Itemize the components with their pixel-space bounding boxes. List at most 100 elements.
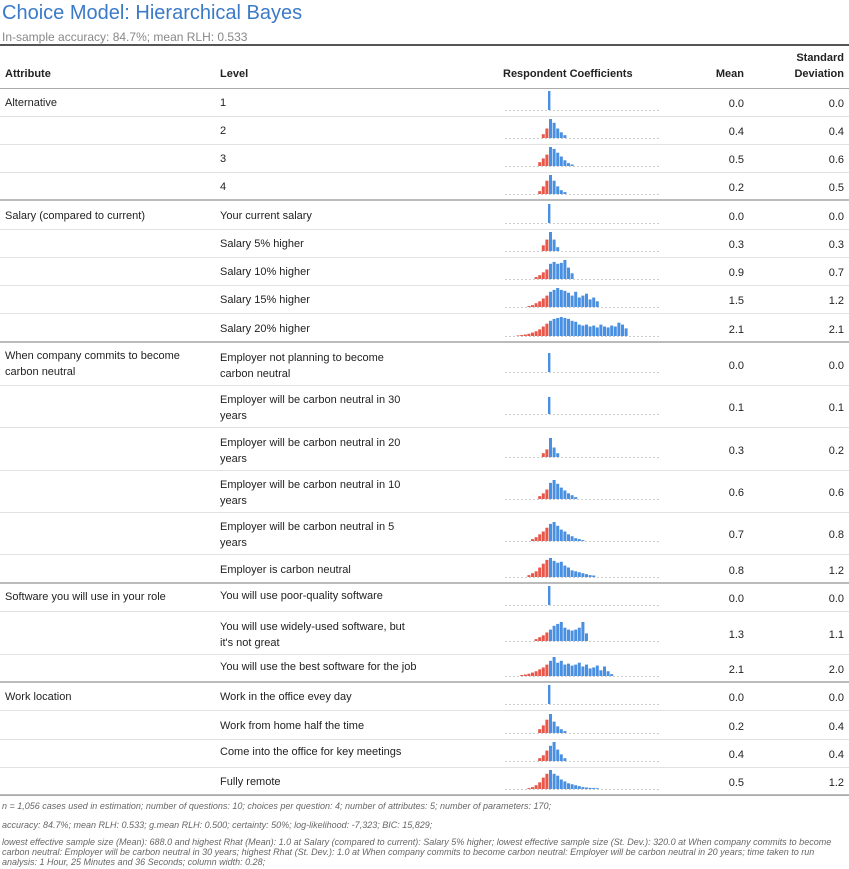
histogram-bar-positive bbox=[549, 714, 552, 733]
sd-cell: 0.7 bbox=[828, 267, 844, 279]
histogram-bar-positive bbox=[599, 324, 603, 336]
histogram-bar-positive bbox=[585, 574, 588, 577]
sd-cell: 0.0 bbox=[828, 211, 844, 223]
histogram-bar-negative bbox=[538, 329, 542, 336]
table-row: You will use the best software for the j… bbox=[0, 655, 849, 683]
histogram-bar-positive bbox=[595, 301, 599, 307]
histogram-bar-negative bbox=[534, 277, 538, 279]
row-separator bbox=[0, 172, 849, 173]
mean-cell: 0.3 bbox=[728, 445, 744, 457]
histogram-bar-positive bbox=[559, 487, 563, 499]
histogram-bar-negative bbox=[527, 333, 531, 336]
histogram-bar-positive bbox=[552, 239, 556, 251]
sd-cell: 0.6 bbox=[828, 487, 844, 499]
histogram-bar-positive bbox=[563, 531, 567, 541]
table-row: Employer will be carbon neutral in 30 ye… bbox=[0, 386, 849, 428]
histogram-bar-negative bbox=[545, 269, 549, 279]
histogram-bar-positive bbox=[556, 749, 560, 761]
row-separator bbox=[0, 341, 849, 343]
attribute-cell: Alternative bbox=[5, 97, 57, 109]
mean-cell: 0.1 bbox=[728, 402, 744, 414]
sd-cell: 0.0 bbox=[828, 692, 844, 704]
histogram-bar-negative bbox=[534, 303, 538, 307]
histogram-bar-positive bbox=[577, 572, 581, 577]
histogram-bar-positive bbox=[570, 495, 574, 499]
histogram-bar-positive bbox=[610, 674, 614, 676]
level-cell: Employer not planning to become carbon n… bbox=[220, 352, 384, 380]
histogram-bar-negative bbox=[545, 489, 549, 499]
histogram-bar-positive bbox=[563, 192, 567, 194]
row-separator bbox=[0, 582, 849, 584]
histogram-bar-positive bbox=[552, 773, 556, 789]
level-cell: Employer will be carbon neutral in 30 ye… bbox=[220, 394, 401, 422]
coefficient-histogram bbox=[505, 91, 661, 111]
histogram-bar-positive bbox=[552, 657, 556, 676]
histogram-bar-negative bbox=[538, 191, 542, 194]
histogram-bar-positive bbox=[588, 326, 592, 336]
coefficient-histogram bbox=[505, 586, 661, 606]
header-coefficients: Respondent Coefficients bbox=[503, 68, 633, 80]
header-attribute: Attribute bbox=[5, 68, 51, 80]
histogram-bar-positive bbox=[563, 565, 567, 577]
histogram-bar-positive bbox=[556, 317, 560, 336]
sd-cell: 1.1 bbox=[828, 629, 844, 641]
histogram-bar-positive bbox=[556, 152, 560, 166]
row-separator bbox=[0, 739, 849, 740]
histogram-bar-positive bbox=[574, 291, 578, 307]
coefficient-histogram bbox=[505, 232, 661, 252]
histogram-bar-positive bbox=[549, 745, 552, 761]
coefficient-histogram bbox=[505, 770, 661, 790]
histogram-bar-positive bbox=[563, 317, 567, 336]
histogram-bar-positive bbox=[559, 622, 563, 641]
histogram-bar-positive bbox=[563, 627, 567, 641]
histogram-bar-positive bbox=[556, 623, 560, 641]
histogram-bar-positive bbox=[552, 447, 556, 457]
histogram-bar-positive bbox=[588, 299, 592, 307]
table-row: When company commits to become carbon ne… bbox=[0, 343, 849, 386]
histogram-bar-positive bbox=[567, 163, 570, 166]
table-row: Salary 20% higher 2.1 2.1 bbox=[0, 314, 849, 343]
histogram-bar-positive bbox=[549, 629, 552, 641]
histogram-bar-positive bbox=[570, 784, 574, 789]
table-row: Salary (compared to current) Your current… bbox=[0, 202, 849, 230]
histogram-bar-positive bbox=[559, 729, 563, 733]
histogram-bar-positive bbox=[549, 660, 552, 676]
histogram-bar-positive bbox=[552, 742, 556, 761]
footer-divider bbox=[0, 795, 849, 796]
histogram-bar bbox=[548, 204, 551, 223]
histogram-bar-positive bbox=[556, 288, 560, 307]
histogram-bar-positive bbox=[563, 160, 567, 166]
level-cell: 1 bbox=[220, 97, 227, 109]
histogram-bar-negative bbox=[538, 637, 542, 641]
histogram-bar-negative bbox=[538, 669, 542, 676]
row-separator bbox=[0, 385, 849, 386]
mean-cell: 0.0 bbox=[728, 692, 744, 704]
histogram-bar-positive bbox=[592, 575, 596, 577]
histogram-bar-positive bbox=[559, 190, 563, 194]
histogram-bar-negative bbox=[538, 301, 542, 307]
sd-cell: 0.1 bbox=[828, 402, 844, 414]
histogram-bar-negative bbox=[534, 785, 538, 789]
histogram-bar-positive bbox=[567, 663, 570, 676]
histogram-bar-negative bbox=[541, 563, 545, 577]
histogram-bar-positive bbox=[549, 320, 552, 336]
row-separator bbox=[0, 554, 849, 555]
histogram-bar-negative bbox=[531, 332, 534, 336]
histogram-bar-positive bbox=[581, 787, 585, 789]
coefficient-histogram bbox=[505, 147, 661, 167]
sd-cell: 0.5 bbox=[828, 182, 844, 194]
histogram-bar-positive bbox=[552, 148, 556, 166]
mean-cell: 0.5 bbox=[728, 154, 744, 166]
histogram-bar-positive bbox=[570, 536, 574, 541]
histogram-bar-negative bbox=[538, 758, 542, 761]
histogram-bar-positive bbox=[581, 573, 585, 577]
histogram-bar-negative bbox=[541, 635, 545, 641]
histogram-bar-positive bbox=[613, 326, 617, 336]
level-cell: Employer will be carbon neutral in 20 ye… bbox=[220, 437, 401, 465]
histogram-bar-positive bbox=[552, 318, 556, 336]
histogram-bar-negative bbox=[545, 239, 549, 251]
histogram-bar-positive bbox=[559, 754, 563, 761]
histogram-bar-negative bbox=[545, 449, 549, 457]
sd-cell: 2.1 bbox=[828, 324, 844, 336]
histogram-bar-negative bbox=[538, 496, 542, 499]
